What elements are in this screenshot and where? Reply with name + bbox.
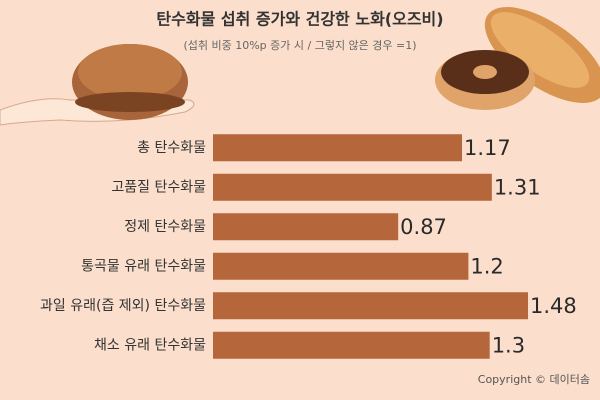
category-label: 고품질 탄수화물 — [111, 179, 206, 195]
category-label: 정제 탄수화물 — [124, 219, 206, 235]
value-label: 0.87 — [400, 215, 447, 239]
category-label: 채소 유래 탄수화물 — [94, 337, 206, 353]
category-label: 과일 유래(즙 제외) 탄수화물 — [40, 298, 206, 314]
chart-subtitle: (섭취 비중 10%p 증가 시 / 그렇지 않은 경우 =1) — [183, 39, 416, 52]
bar — [213, 213, 399, 241]
value-label: 1.48 — [530, 294, 577, 318]
value-label: 1.2 — [470, 254, 503, 278]
value-label: 1.31 — [494, 175, 541, 199]
category-label: 통곡물 유래 탄수화물 — [81, 258, 206, 274]
credit: Copyright © 데이터솜 — [478, 373, 590, 386]
bread-illustration — [435, 7, 600, 110]
bun-illustration — [0, 44, 195, 126]
bar — [213, 331, 490, 359]
value-label: 1.17 — [464, 136, 511, 160]
bar — [213, 252, 469, 280]
bar — [213, 134, 463, 162]
bar — [213, 292, 528, 320]
bar — [213, 173, 492, 201]
chart-title: 탄수화물 섭취 증가와 건강한 노화(오즈비) — [156, 10, 443, 29]
value-label: 1.3 — [492, 333, 525, 357]
category-label: 총 탄수화물 — [137, 140, 206, 156]
